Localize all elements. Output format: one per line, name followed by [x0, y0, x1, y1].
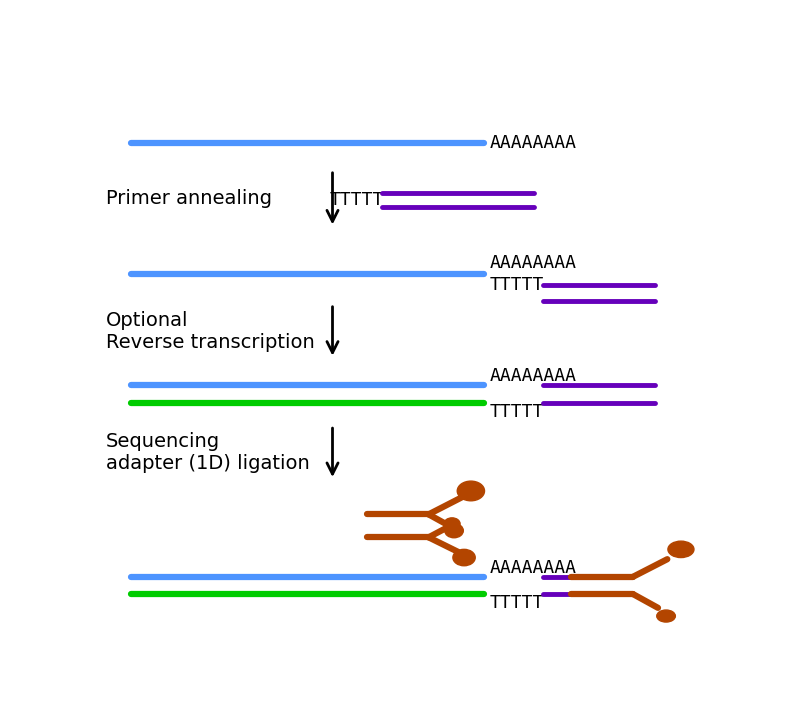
Ellipse shape	[445, 523, 463, 537]
Text: AAAAAAAA: AAAAAAAA	[490, 133, 576, 152]
Text: AAAAAAAA: AAAAAAAA	[490, 367, 576, 386]
Text: AAAAAAAA: AAAAAAAA	[490, 253, 576, 272]
Ellipse shape	[458, 481, 485, 501]
Text: TTTTT: TTTTT	[490, 276, 544, 294]
Text: TTTTT: TTTTT	[490, 594, 544, 612]
Ellipse shape	[668, 541, 694, 557]
Ellipse shape	[444, 518, 460, 530]
Text: TTTTT: TTTTT	[490, 403, 544, 421]
Text: Primer annealing: Primer annealing	[106, 189, 272, 208]
Ellipse shape	[657, 610, 675, 622]
Text: Sequencing
adapter (1D) ligation: Sequencing adapter (1D) ligation	[106, 432, 310, 473]
Ellipse shape	[453, 550, 475, 566]
Text: TTTTT: TTTTT	[330, 191, 384, 209]
Text: AAAAAAAA: AAAAAAAA	[490, 559, 576, 577]
Text: Optional
Reverse transcription: Optional Reverse transcription	[106, 311, 315, 351]
